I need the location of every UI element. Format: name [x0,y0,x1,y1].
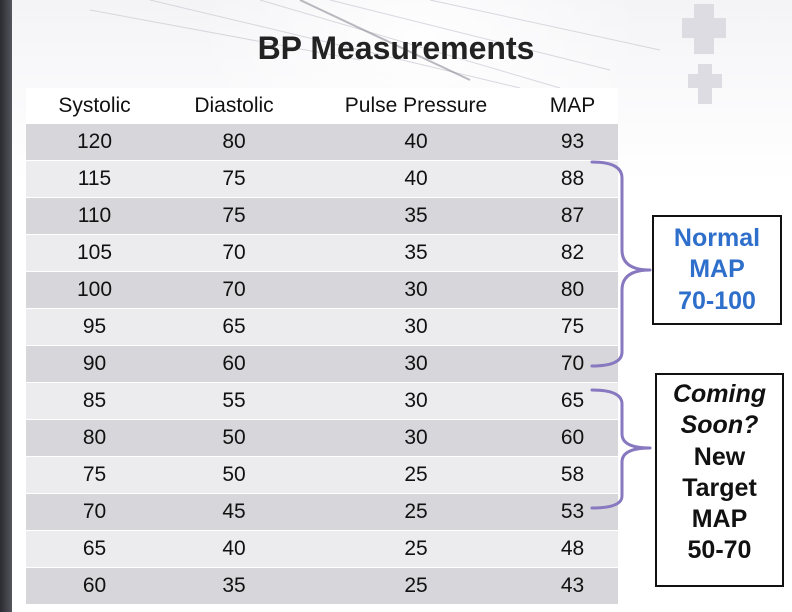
table-row: 90 60 30 70 [26,345,618,383]
cell-map: 87 [527,197,618,235]
normal-callout-line1: Normal [673,224,761,252]
cell-map: 80 [527,271,618,309]
cell-pulse-pressure: 30 [305,271,527,309]
cell-map: 58 [527,456,618,494]
cell-pulse-pressure: 25 [305,493,527,531]
cell-pulse-pressure: 30 [305,382,527,420]
cell-diastolic: 40 [163,530,305,568]
cell-map: 48 [527,530,618,568]
table-row: 110 75 35 87 [26,197,618,235]
cell-diastolic: 50 [163,456,305,494]
cell-pulse-pressure: 35 [305,234,527,272]
header-systolic: Systolic [26,88,163,124]
table-row: 100 70 30 80 [26,271,618,309]
cell-map: 60 [527,419,618,457]
cell-systolic: 120 [26,124,163,161]
table-row: 85 55 30 65 [26,382,618,420]
table-row: 70 45 25 53 [26,493,618,531]
normal-callout-line2: MAP [689,255,745,284]
cell-systolic: 70 [26,493,163,531]
table-row: 65 40 25 48 [26,530,618,568]
cell-pulse-pressure: 25 [305,530,527,568]
cell-systolic: 105 [26,234,163,272]
cell-pulse-pressure: 40 [305,124,527,161]
cell-systolic: 65 [26,530,163,568]
cell-systolic: 60 [26,567,163,605]
cell-pulse-pressure: 25 [305,456,527,494]
cell-diastolic: 70 [163,234,305,272]
cell-map: 70 [527,345,618,383]
cell-diastolic: 65 [163,308,305,346]
table-row: 120 80 40 93 [26,124,618,161]
cell-map: 82 [527,234,618,272]
coming-callout-line6: 50-70 [687,536,752,565]
normal-map-callout: Normal MAP 70-100 [652,215,782,325]
cell-map: 88 [527,160,618,198]
cell-systolic: 80 [26,419,163,457]
cell-pulse-pressure: 30 [305,345,527,383]
coming-callout-line4: Target [682,473,757,502]
cell-diastolic: 55 [163,382,305,420]
cell-pulse-pressure: 35 [305,197,527,235]
normal-callout-line3: 70-100 [678,286,756,315]
coming-callout-line2: Soon? [680,411,759,440]
cell-systolic: 75 [26,456,163,494]
table-row: 80 50 30 60 [26,419,618,457]
cell-map: 53 [527,493,618,531]
cell-map: 43 [527,567,618,605]
cell-map: 75 [527,308,618,346]
cell-systolic: 85 [26,382,163,420]
coming-callout-line5: MAP [691,505,748,533]
header-diastolic: Diastolic [163,88,305,124]
table-row: 75 50 25 58 [26,456,618,494]
cell-map: 65 [527,382,618,420]
table-row: 60 35 25 43 [26,567,618,605]
cell-diastolic: 60 [163,345,305,383]
cell-pulse-pressure: 30 [305,308,527,346]
table-row: 115 75 40 88 [26,160,618,198]
cell-diastolic: 80 [163,124,305,161]
cell-pulse-pressure: 25 [305,567,527,605]
cell-diastolic: 45 [163,493,305,531]
bp-measurements-table: Systolic Diastolic Pulse Pressure MAP 12… [26,88,618,605]
cell-systolic: 100 [26,271,163,309]
left-edge-strip [0,0,12,612]
cell-pulse-pressure: 30 [305,419,527,457]
cell-diastolic: 75 [163,197,305,235]
header-pulse-pressure: Pulse Pressure [305,88,527,124]
cell-systolic: 90 [26,345,163,383]
cell-systolic: 110 [26,197,163,235]
coming-soon-callout: Coming Soon? New Target MAP 50-70 [655,373,784,587]
coming-callout-line3: New [693,442,746,471]
page-title: BP Measurements [257,30,535,66]
table-header-row: Systolic Diastolic Pulse Pressure MAP [26,88,618,124]
cell-diastolic: 70 [163,271,305,309]
coming-callout-line1: Coming [672,380,767,408]
table-row: 95 65 30 75 [26,308,618,346]
cell-diastolic: 75 [163,160,305,198]
cell-diastolic: 35 [163,567,305,605]
cell-map: 93 [527,124,618,161]
cell-systolic: 115 [26,160,163,198]
cell-diastolic: 50 [163,419,305,457]
cell-pulse-pressure: 40 [305,160,527,198]
header-map: MAP [527,88,618,124]
cell-systolic: 95 [26,308,163,346]
table-row: 105 70 35 82 [26,234,618,272]
